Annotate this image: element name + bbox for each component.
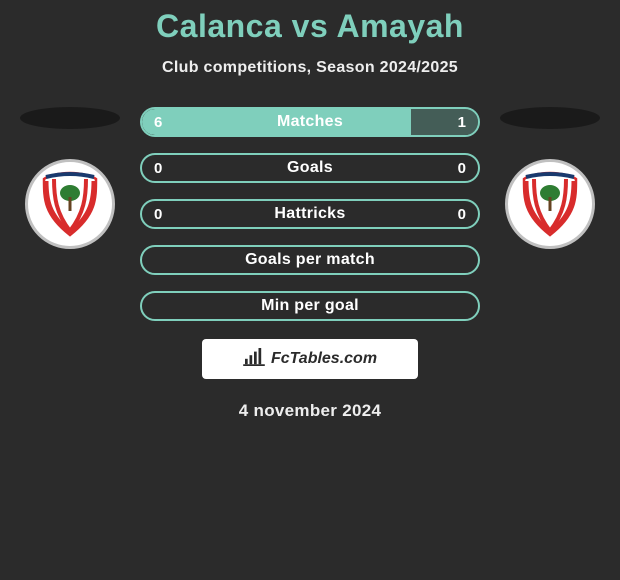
stat-bar: Goals per match — [140, 245, 480, 275]
date-line: 4 november 2024 — [0, 401, 620, 421]
left-player-col — [20, 107, 120, 249]
main-row: 6 1 Matches 0 0 Goals 0 0 Hattricks Goals per mat… — [0, 107, 620, 321]
source-label: FcTables.com — [271, 350, 377, 368]
stat-value-left: 0 — [154, 160, 162, 177]
right-player-col — [500, 107, 600, 249]
stat-value-left: 0 — [154, 206, 162, 223]
stat-bar: 6 1 Matches — [140, 107, 480, 137]
team-badge-right — [505, 159, 595, 249]
stat-bar: 0 0 Hattricks — [140, 199, 480, 229]
stats-column: 6 1 Matches 0 0 Goals 0 0 Hattricks Goals per mat… — [140, 107, 480, 321]
stat-label: Goals per match — [245, 251, 375, 269]
shield-icon — [40, 171, 100, 237]
stat-value-right: 1 — [458, 114, 466, 131]
stat-bar: Min per goal — [140, 291, 480, 321]
bar-chart-icon — [243, 348, 265, 371]
subtitle: Club competitions, Season 2024/2025 — [0, 59, 620, 77]
source-badge[interactable]: FcTables.com — [202, 339, 418, 379]
player-shadow-left — [20, 107, 120, 129]
stat-label: Hattricks — [274, 205, 345, 223]
shield-icon — [520, 171, 580, 237]
stat-label: Goals — [287, 159, 333, 177]
stat-label: Min per goal — [261, 297, 359, 315]
player-shadow-right — [500, 107, 600, 129]
stat-value-right: 0 — [458, 160, 466, 177]
stat-bar: 0 0 Goals — [140, 153, 480, 183]
stat-label: Matches — [277, 113, 343, 131]
team-badge-left — [25, 159, 115, 249]
stat-fill-right — [411, 109, 478, 135]
stat-value-right: 0 — [458, 206, 466, 223]
stat-value-left: 6 — [154, 114, 162, 131]
comparison-card: Calanca vs Amayah Club competitions, Sea… — [0, 0, 620, 421]
page-title: Calanca vs Amayah — [0, 8, 620, 45]
